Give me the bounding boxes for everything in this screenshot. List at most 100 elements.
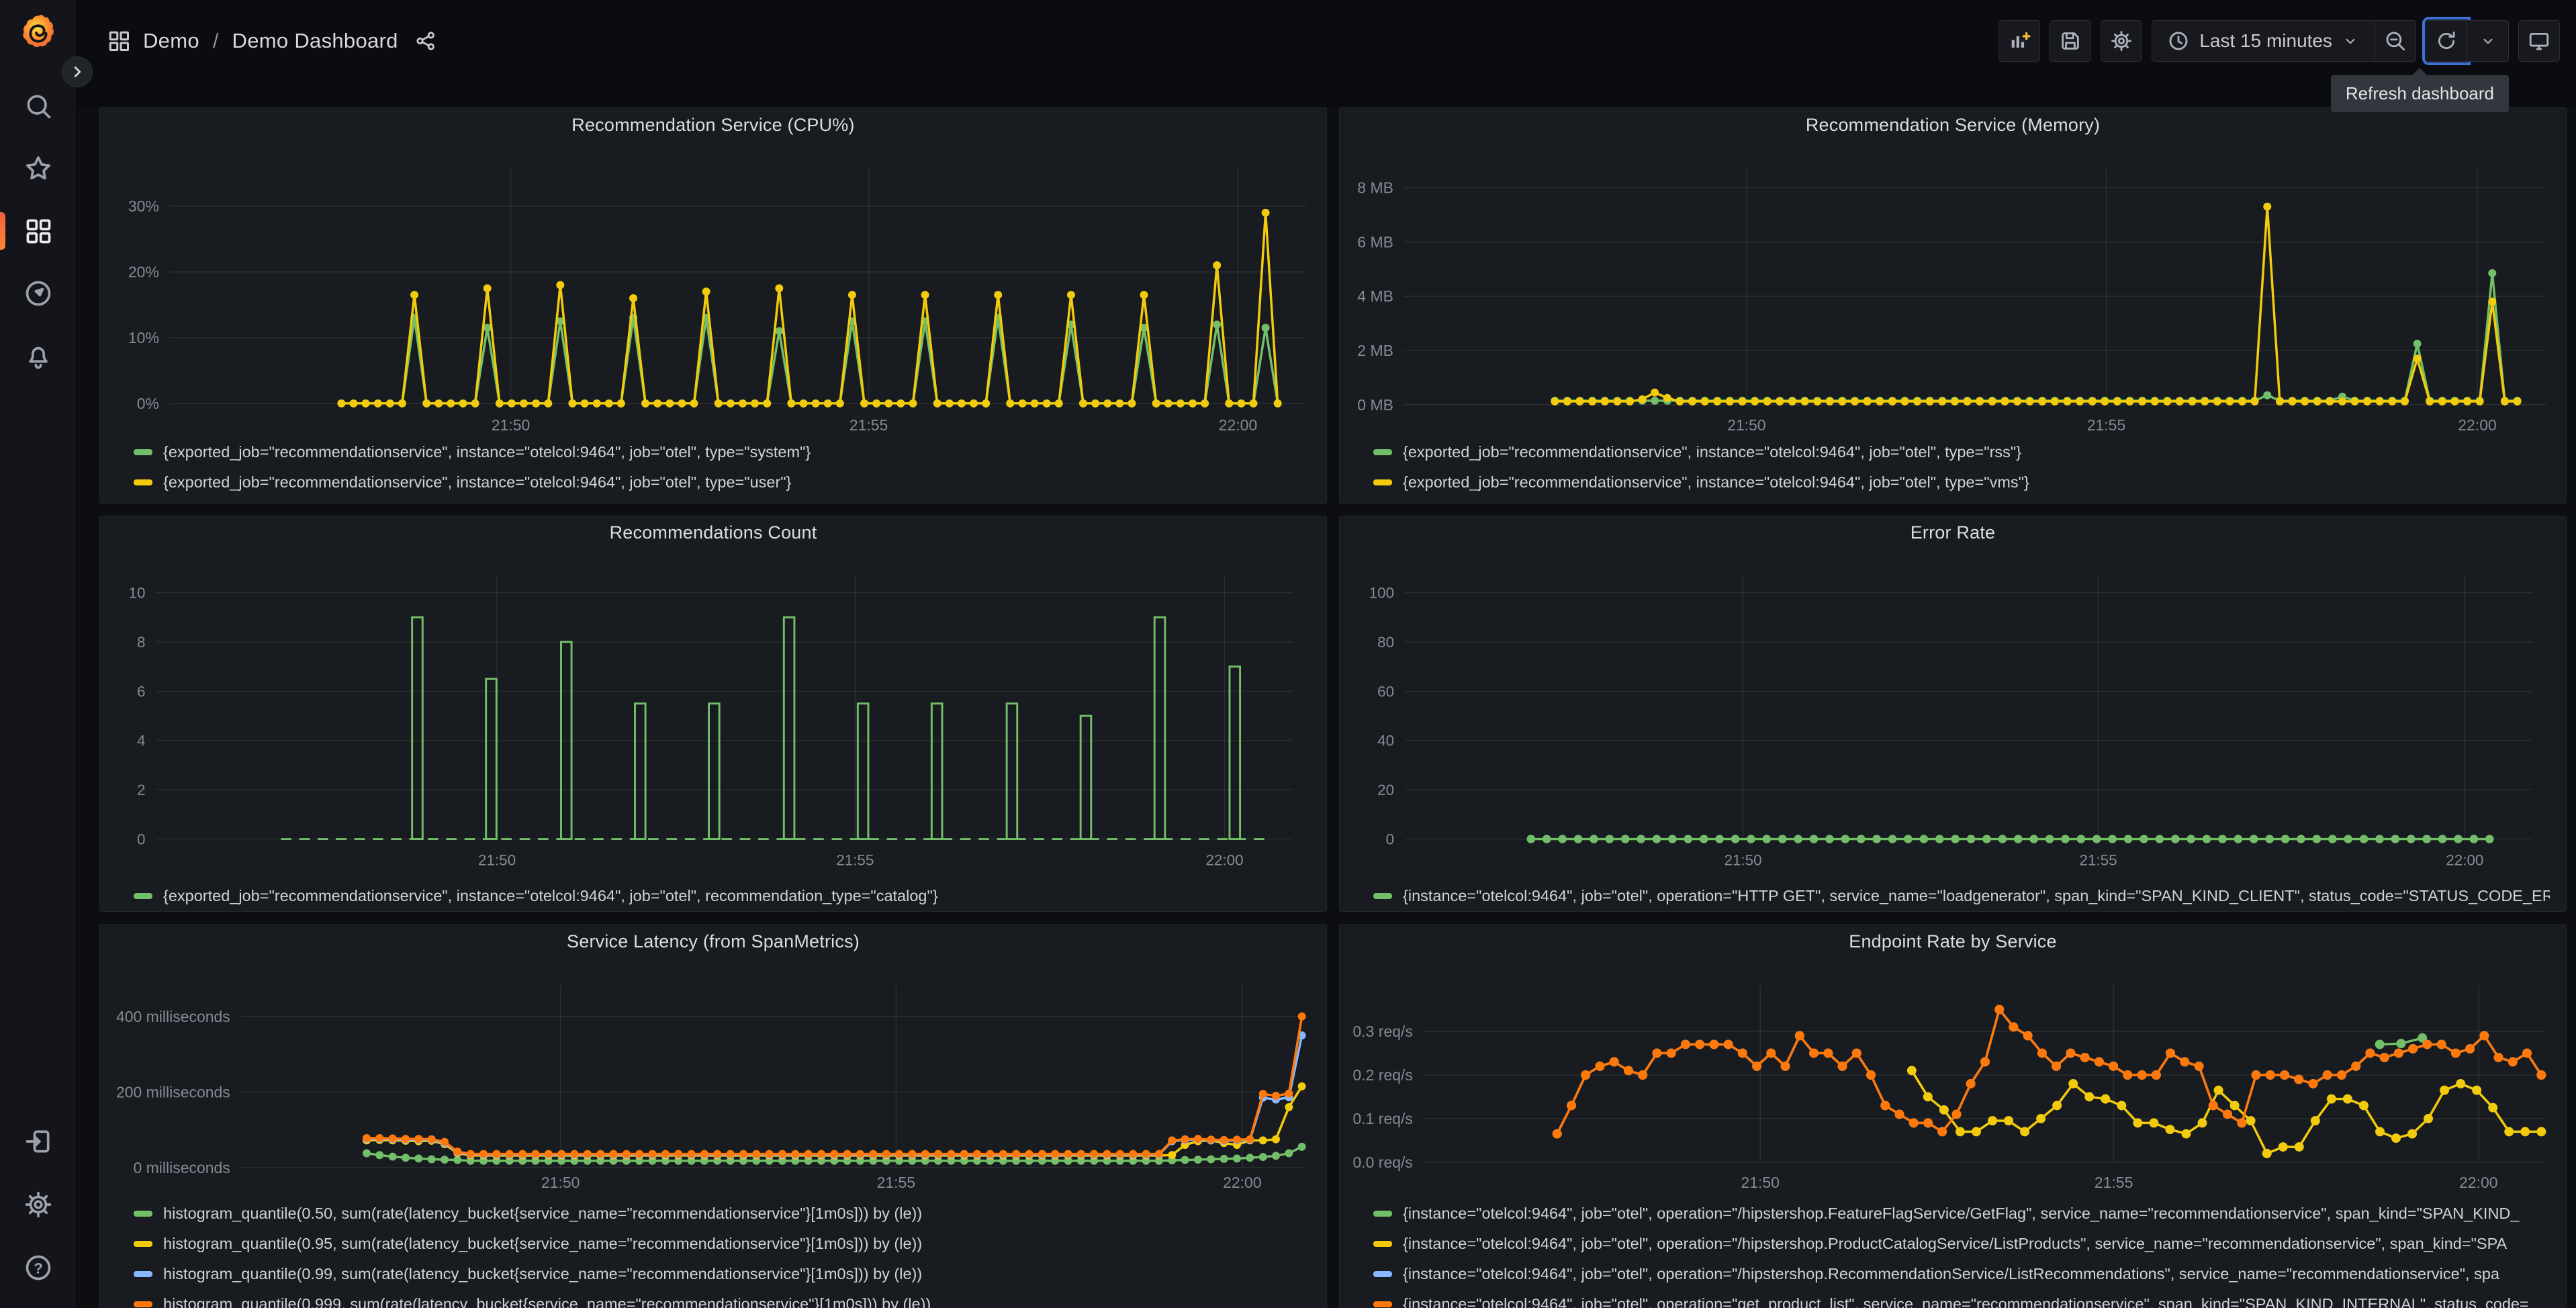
legend-color-chip[interactable] [134,1271,152,1277]
legend-color-chip[interactable] [134,1301,152,1307]
legend-row: histogram_quantile(0.95, sum(rate(latenc… [134,1229,1310,1259]
zoom-out-button[interactable] [2375,20,2416,62]
legend-ep: {instance="otelcol:9464", job="otel", op… [1340,1195,2566,1308]
toolbar: Last 15 minutes [1998,17,2560,65]
legend-row: {instance="otelcol:9464", job="otel", op… [1373,881,2550,911]
legend-row: {exported_job="recommendationservice", i… [134,437,1310,467]
refresh-interval-dropdown[interactable] [2467,20,2509,62]
legend-row: {exported_job="recommendationservice", i… [134,467,1310,498]
dashboard-settings-button[interactable] [2101,20,2143,62]
legend-row: histogram_quantile(0.50, sum(rate(latenc… [134,1199,1310,1229]
legend-color-chip[interactable] [1373,1271,1392,1277]
lat-chart-canvas[interactable]: 0 milliseconds 200 milliseconds 400 millis… [100,958,1326,1195]
legend-color-chip[interactable] [134,893,152,899]
legend-color-chip[interactable] [1373,449,1392,455]
legend-label[interactable]: {instance="otelcol:9464", job="otel", op… [1403,1205,2520,1222]
legend-label[interactable]: {instance="otelcol:9464", job="otel", op… [1403,1295,2529,1308]
dashboards-icon[interactable] [0,212,53,250]
refresh-dashboard-button[interactable] [2422,17,2471,65]
svg-text:0: 0 [137,831,145,847]
time-range-picker[interactable]: Last 15 minutes [2152,20,2375,62]
count-chart-canvas[interactable]: 0 2 4 6 8 10 21:50 21:55 22:00 [100,549,1326,877]
panel-title-lat[interactable]: Service Latency (from SpanMetrics) [567,931,860,951]
legend-label[interactable]: {instance="otelcol:9464", job="otel", op… [1403,1265,2499,1282]
apps-grid-icon [109,31,129,51]
dashboard-panels: Recommendation Service (CPU%) 0% 10% 20% 30%… [77,107,2576,1308]
page-title[interactable]: Demo Dashboard [232,29,398,52]
legend-color-chip[interactable] [1373,479,1392,485]
svg-text:?: ? [34,1260,42,1276]
breadcrumb-separator: / [212,29,219,52]
chevron-down-icon [2483,38,2492,44]
legend-label[interactable]: {instance="otelcol:9464", job="otel", op… [1403,1235,2508,1252]
panel-err: Error Rate 0 20 40 60 80 100 21:50 21:55 22:00 {in… [1339,516,2567,912]
panel-count: Recommendations Count 0 2 4 6 8 10 21:50 21:55 22… [99,516,1327,912]
alerting-bell-icon[interactable] [24,341,53,371]
svg-text:200 milliseconds: 200 milliseconds [116,1083,230,1101]
breadcrumb-section[interactable]: Demo [143,29,199,52]
legend-color-chip[interactable] [1373,1241,1392,1247]
legend-label[interactable]: {exported_job="recommendationservice", i… [1403,443,2022,461]
panel-ep: Endpoint Rate by Service 0.0 req/s 0.1 req… [1339,924,2567,1308]
panel-title-err[interactable]: Error Rate [1910,522,1996,543]
panel-lat: Service Latency (from SpanMetrics) 0 mill… [99,924,1327,1308]
svg-text:0 MB: 0 MB [1357,396,1393,414]
panel-title-cpu[interactable]: Recommendation Service (CPU%) [571,114,855,135]
svg-text:2 MB: 2 MB [1357,342,1393,359]
svg-text:21:50: 21:50 [1727,416,1765,433]
sign-in-icon[interactable] [24,1127,53,1156]
svg-text:22:00: 22:00 [2458,416,2496,433]
panel-title-mem[interactable]: Recommendation Service (Memory) [1805,114,2101,135]
legend-color-chip[interactable] [1373,893,1392,899]
svg-text:22:00: 22:00 [2446,851,2483,868]
explore-compass-icon[interactable] [24,279,53,308]
ep-chart-canvas[interactable]: 0.0 req/s 0.1 req/s 0.2 req/s 0.3 req/s 21:5… [1340,958,2566,1195]
svg-text:22:00: 22:00 [1219,416,1257,433]
svg-text:22:00: 22:00 [1205,851,1243,868]
mem-chart-canvas[interactable]: 0 MB 2 MB 4 MB 6 MB 8 MB 21:50 21:55 22:00 [1340,142,2566,433]
breadcrumb: Demo / Demo Dashboard [107,20,437,62]
svg-text:21:50: 21:50 [492,416,530,433]
svg-text:100: 100 [1369,584,1394,601]
legend-label[interactable]: {exported_job="recommendationservice", i… [163,443,811,461]
legend-label[interactable]: histogram_quantile(0.95, sum(rate(latenc… [163,1235,923,1252]
svg-text:4 MB: 4 MB [1357,287,1393,305]
search-icon[interactable] [24,91,53,121]
svg-text:0.2 req/s: 0.2 req/s [1353,1066,1413,1084]
svg-text:10%: 10% [128,329,159,346]
legend-cpu: {exported_job="recommendationservice", i… [100,433,1326,498]
legend-label[interactable]: {exported_job="recommendationservice", i… [163,473,792,491]
starred-icon[interactable] [24,154,53,183]
share-dashboard-icon[interactable] [414,30,437,52]
svg-text:21:55: 21:55 [877,1174,915,1191]
legend-color-chip[interactable] [134,479,152,485]
svg-text:22:00: 22:00 [1223,1174,1261,1191]
cpu-chart-canvas[interactable]: 0% 10% 20% 30% 21:50 21:55 22:00 [100,142,1326,433]
grafana-logo[interactable] [17,12,59,54]
panel-mem: Recommendation Service (Memory) 0 MB 2 MB 4… [1339,107,2567,504]
legend-color-chip[interactable] [1373,1301,1392,1307]
svg-text:6 MB: 6 MB [1357,233,1393,250]
legend-label[interactable]: histogram_quantile(0.50, sum(rate(latenc… [163,1205,923,1222]
settings-gear-icon[interactable] [24,1190,53,1219]
legend-color-chip[interactable] [134,449,152,455]
legend-color-chip[interactable] [134,1211,152,1217]
legend-label[interactable]: histogram_quantile(0.99, sum(rate(latenc… [163,1265,923,1282]
legend-label[interactable]: {exported_job="recommendationservice", i… [163,887,938,904]
legend-label[interactable]: histogram_quantile(0.999, sum(rate(laten… [163,1295,931,1308]
save-dashboard-button[interactable] [2050,20,2092,62]
svg-text:0: 0 [1386,831,1394,847]
svg-text:21:55: 21:55 [836,851,874,868]
cycle-view-monitor-button[interactable] [2518,20,2560,62]
panel-title-ep[interactable]: Endpoint Rate by Service [1849,931,2057,951]
add-panel-button[interactable] [1998,20,2041,62]
legend-label[interactable]: {instance="otelcol:9464", job="otel", op… [1403,887,2550,904]
help-icon[interactable]: ? [24,1253,53,1282]
expand-sidebar-button[interactable] [62,56,93,87]
panel-title-count[interactable]: Recommendations Count [609,522,817,543]
err-chart-canvas[interactable]: 0 20 40 60 80 100 21:50 21:55 22:00 [1340,549,2566,877]
legend-label[interactable]: {exported_job="recommendationservice", i… [1403,473,2029,491]
legend-color-chip[interactable] [1373,1211,1392,1217]
legend-color-chip[interactable] [134,1241,152,1247]
svg-text:0 milliseconds: 0 milliseconds [134,1159,230,1176]
